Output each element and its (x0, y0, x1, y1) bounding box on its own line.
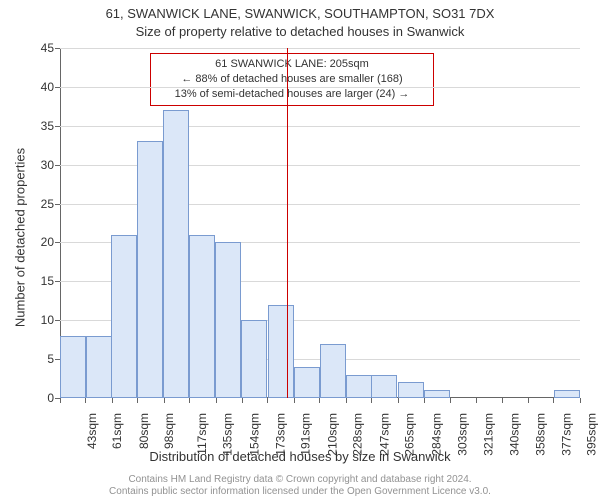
y-tick-mark (55, 204, 60, 205)
title-address: 61, SWANWICK LANE, SWANWICK, SOUTHAMPTON… (0, 6, 600, 21)
x-tick-mark (294, 398, 295, 403)
y-tick-label: 45 (24, 41, 54, 55)
y-tick-label: 20 (24, 235, 54, 249)
x-tick-label: 61sqm (110, 413, 124, 449)
histogram-bar (346, 375, 372, 398)
x-tick-label: 80sqm (137, 413, 151, 449)
histogram-bar (86, 336, 112, 398)
x-tick-mark (85, 398, 86, 403)
histogram-bar (60, 336, 86, 398)
grid-line (60, 126, 580, 127)
histogram-bar (371, 375, 397, 398)
attribution-footer: Contains HM Land Registry data © Crown c… (0, 474, 600, 498)
histogram-plot: 61 SWANWICK LANE: 205sqm ← 88% of detach… (60, 48, 580, 398)
info-line-2: ← 88% of detached houses are smaller (16… (157, 72, 427, 87)
histogram-bar (294, 367, 320, 398)
y-tick-mark (55, 242, 60, 243)
footer-line-2: Contains public sector information licen… (0, 486, 600, 498)
info-line-3: 13% of semi-detached houses are larger (… (157, 87, 427, 102)
x-tick-mark (346, 398, 347, 403)
y-tick-label: 10 (24, 313, 54, 327)
reference-line (287, 48, 288, 398)
x-tick-mark (137, 398, 138, 403)
x-tick-mark (112, 398, 113, 403)
x-tick-mark (528, 398, 529, 403)
x-tick-mark (60, 398, 61, 403)
x-tick-mark (164, 398, 165, 403)
grid-line (60, 48, 580, 49)
x-axis-label: Distribution of detached houses by size … (0, 449, 600, 464)
y-tick-label: 35 (24, 119, 54, 133)
y-tick-mark (55, 48, 60, 49)
y-tick-label: 5 (24, 352, 54, 366)
x-tick-mark (450, 398, 451, 403)
x-tick-label: 43sqm (85, 413, 99, 449)
y-tick-label: 0 (24, 391, 54, 405)
histogram-bar (320, 344, 346, 398)
x-tick-mark (476, 398, 477, 403)
y-tick-mark (55, 281, 60, 282)
histogram-bar (189, 235, 215, 398)
footer-line-1: Contains HM Land Registry data © Crown c… (0, 474, 600, 486)
y-tick-mark (55, 165, 60, 166)
y-tick-label: 30 (24, 158, 54, 172)
histogram-bar (111, 235, 137, 398)
histogram-bar (137, 141, 163, 398)
title-description: Size of property relative to detached ho… (0, 24, 600, 39)
x-tick-mark (580, 398, 581, 403)
x-tick-mark (502, 398, 503, 403)
x-tick-mark (553, 398, 554, 403)
x-tick-label: 98sqm (162, 413, 176, 449)
x-tick-mark (398, 398, 399, 403)
y-tick-mark (55, 320, 60, 321)
histogram-bar (163, 110, 189, 398)
x-tick-mark (424, 398, 425, 403)
x-tick-mark (371, 398, 372, 403)
y-tick-label: 25 (24, 197, 54, 211)
info-line-1: 61 SWANWICK LANE: 205sqm (157, 57, 427, 72)
histogram-bar (554, 390, 580, 398)
y-tick-label: 15 (24, 274, 54, 288)
x-tick-mark (242, 398, 243, 403)
x-tick-mark (267, 398, 268, 403)
histogram-bar (241, 320, 267, 398)
y-tick-mark (55, 126, 60, 127)
histogram-bar (424, 390, 450, 398)
x-tick-mark (189, 398, 190, 403)
x-tick-mark (216, 398, 217, 403)
reference-info-box: 61 SWANWICK LANE: 205sqm ← 88% of detach… (150, 53, 434, 106)
grid-line (60, 87, 580, 88)
x-tick-mark (319, 398, 320, 403)
y-tick-label: 40 (24, 80, 54, 94)
histogram-bar (398, 382, 424, 398)
histogram-bar (215, 242, 241, 398)
histogram-bar (268, 305, 294, 398)
y-tick-mark (55, 87, 60, 88)
